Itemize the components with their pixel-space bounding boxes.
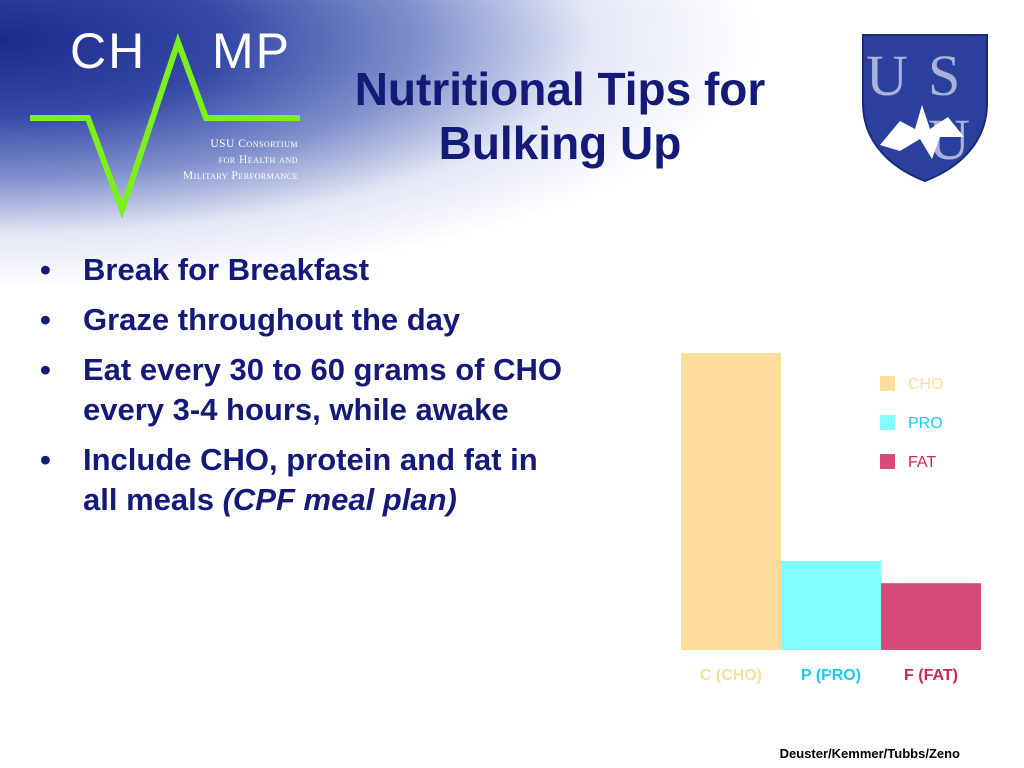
consortium-name: USU Consortium for Health and Military P… [148, 136, 298, 184]
bullet-text: Graze throughout the day [83, 302, 461, 337]
consortium-line: USU Consortium [210, 138, 298, 150]
usu-shield-logo: U S U [862, 34, 988, 183]
legend-label-pro: PRO [908, 415, 943, 432]
y-tick-label: 0 [827, 666, 833, 677]
bullet-text: Break for Breakfast [83, 252, 370, 287]
author-credits: Deuster/Kemmer/Tubbs/Zeno [779, 746, 960, 761]
champ-logo [30, 32, 300, 220]
y-tick-label: 80 [620, 248, 634, 263]
bar-cho [681, 353, 781, 650]
bullet-list: Break for Breakfast Graze throughout the… [38, 250, 578, 530]
legend-label-cho: CHO [908, 376, 944, 393]
shield-letter-s: S [928, 43, 960, 108]
bullet-item: Include CHO, protein and fat in all meal… [38, 440, 578, 520]
bar-fat [881, 583, 981, 650]
x-tick-label: P (PRO) [801, 667, 861, 684]
logo-heartbeat-line [30, 32, 300, 220]
legend-swatch-fat [880, 454, 895, 469]
legend-swatch-pro [880, 415, 895, 430]
bar-pro [781, 560, 881, 650]
consortium-line: Military Performance [182, 170, 298, 182]
x-tick-label: F (FAT) [904, 667, 958, 684]
x-tick-label: C (CHO) [700, 667, 762, 684]
shield-emblem [880, 105, 964, 159]
macronutrient-bar-chart: 80 C (CHO) P (PRO) F (FAT) 0 CHO PRO FAT [620, 248, 981, 684]
y-axis-stub [638, 253, 644, 294]
logo-text-mp: MP [212, 23, 291, 79]
bullet-emphasis: (CPF meal plan) [222, 482, 457, 517]
title-line: Bulking Up [438, 117, 682, 169]
bullet-text: Include CHO, protein and fat in all meal… [83, 442, 538, 517]
bullet-item: Graze throughout the day [38, 300, 578, 340]
title-line: Nutritional Tips for [354, 63, 766, 115]
slide-title: Nutritional Tips for Bulking Up [300, 62, 820, 170]
consortium-line: for Health and [218, 154, 298, 166]
bullet-item: Eat every 30 to 60 grams of CHO every 3-… [38, 350, 578, 430]
shield-letter-u: U [866, 43, 908, 108]
legend-label-fat: FAT [908, 454, 936, 471]
legend-swatch-cho [880, 376, 895, 391]
shield-letter-u: U [928, 107, 970, 172]
bullet-text: Eat every 30 to 60 grams of CHO every 3-… [83, 352, 562, 427]
logo-text-ch: CH [70, 23, 147, 79]
bullet-item: Break for Breakfast [38, 250, 578, 290]
